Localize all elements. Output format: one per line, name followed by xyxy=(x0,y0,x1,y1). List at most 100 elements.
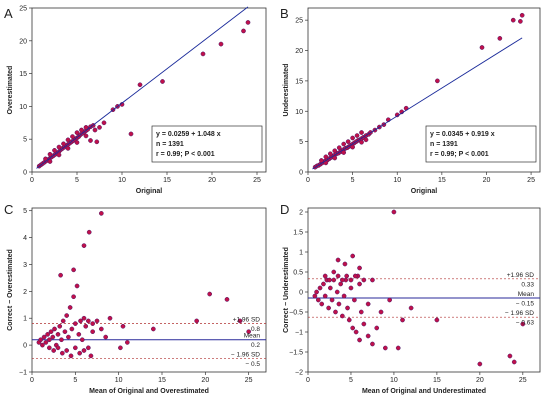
data-point xyxy=(358,309,364,315)
data-point xyxy=(137,82,143,88)
x-tick-label: 10 xyxy=(390,377,398,384)
data-point xyxy=(200,51,206,57)
data-point xyxy=(160,79,165,84)
data-point xyxy=(79,337,85,343)
data-point xyxy=(340,313,345,319)
data-point xyxy=(323,154,329,160)
data-point xyxy=(434,317,440,323)
data-point xyxy=(57,323,63,329)
data-point xyxy=(378,309,384,315)
y-tick-label: 0 xyxy=(299,290,303,297)
data-point xyxy=(335,273,341,279)
data-point xyxy=(518,19,523,24)
data-point xyxy=(66,334,71,340)
data-point xyxy=(312,293,318,299)
x-tick-label: 5 xyxy=(351,177,355,184)
data-point xyxy=(326,305,331,311)
y-tick-label: 2 xyxy=(23,289,27,296)
data-point xyxy=(88,353,94,359)
data-point xyxy=(50,334,56,340)
data-point xyxy=(332,155,338,161)
data-point xyxy=(400,317,405,323)
y-tick-label: 25 xyxy=(295,18,303,25)
x-tick-label: 5 xyxy=(73,377,77,384)
data-point xyxy=(83,323,89,329)
data-point xyxy=(353,329,359,335)
data-point xyxy=(336,301,342,307)
data-point xyxy=(48,329,54,335)
y-tick-label: 0 xyxy=(23,343,27,350)
x-tick-label: 0 xyxy=(306,377,310,384)
data-point xyxy=(81,348,87,353)
x-axis-title: Mean of Original and Underestimated xyxy=(362,388,486,395)
stats-line: r = 0.99; P < 0.001 xyxy=(156,151,215,158)
data-point xyxy=(477,361,483,367)
data-point xyxy=(94,139,100,145)
y-tick-label: −1.5 xyxy=(289,350,303,357)
data-point xyxy=(344,273,350,279)
data-point xyxy=(45,332,50,337)
data-point xyxy=(40,342,45,348)
data-point xyxy=(345,139,351,144)
data-point xyxy=(41,334,47,340)
data-point xyxy=(97,125,102,130)
regression-line xyxy=(312,37,523,170)
data-point xyxy=(46,345,52,351)
data-point xyxy=(90,329,96,335)
data-point xyxy=(56,144,62,150)
data-point xyxy=(382,345,388,351)
data-point xyxy=(88,138,93,143)
data-point xyxy=(52,148,57,153)
data-point xyxy=(322,273,328,279)
data-point xyxy=(335,257,341,263)
y-axis-title: Underestimated xyxy=(283,64,290,117)
data-point xyxy=(348,285,354,291)
data-point xyxy=(224,297,230,302)
data-point xyxy=(52,326,57,332)
stats-box xyxy=(425,125,537,163)
x-tick-label: 25 xyxy=(245,377,253,384)
data-point xyxy=(479,45,485,50)
stats-line: n = 1391 xyxy=(430,141,458,148)
data-point xyxy=(348,277,354,283)
data-point xyxy=(357,265,362,271)
data-point xyxy=(83,133,89,139)
x-tick-label: 15 xyxy=(158,377,166,384)
chart-panel-d: D 0 5 10 15 20 25 −2 −1.5 −1 −0.5 0 0.5 1 1.5 2 Mean of … xyxy=(280,202,541,395)
reference-line-value: − 0.63 xyxy=(516,320,535,327)
x-axis-title: Original xyxy=(411,188,438,195)
data-point xyxy=(68,353,74,359)
data-point xyxy=(346,317,352,323)
data-point xyxy=(47,151,53,157)
data-point xyxy=(319,158,324,163)
data-point xyxy=(408,305,414,311)
data-point xyxy=(497,36,503,41)
y-axis-title: Correct − Overestimated xyxy=(7,249,14,331)
data-point xyxy=(86,229,92,235)
reference-line-label: Mean xyxy=(518,291,535,298)
y-tick-label: 1.5 xyxy=(293,230,303,237)
data-point xyxy=(46,337,52,343)
data-point xyxy=(370,341,375,347)
x-axis-title: Original xyxy=(136,188,163,195)
data-point xyxy=(128,131,134,137)
y-tick-label: 15 xyxy=(295,78,303,85)
data-point xyxy=(511,359,517,365)
data-point xyxy=(81,315,87,321)
data-point xyxy=(359,139,364,145)
stats-line: y = 0.0259 + 1.048 x xyxy=(156,131,221,138)
data-point xyxy=(85,318,91,324)
data-point xyxy=(74,140,80,145)
data-point xyxy=(520,321,526,327)
data-point xyxy=(74,283,80,289)
data-point xyxy=(61,141,66,147)
data-point xyxy=(331,269,337,275)
y-tick-label: 0.5 xyxy=(293,270,303,277)
data-point xyxy=(391,209,397,215)
y-tick-label: 0 xyxy=(23,170,27,177)
reference-line-value: 0.33 xyxy=(521,281,534,288)
data-point xyxy=(194,318,200,324)
y-tick-label: 2 xyxy=(299,210,303,217)
y-tick-label: 10 xyxy=(19,104,27,111)
y-tick-label: −1 xyxy=(295,330,303,337)
